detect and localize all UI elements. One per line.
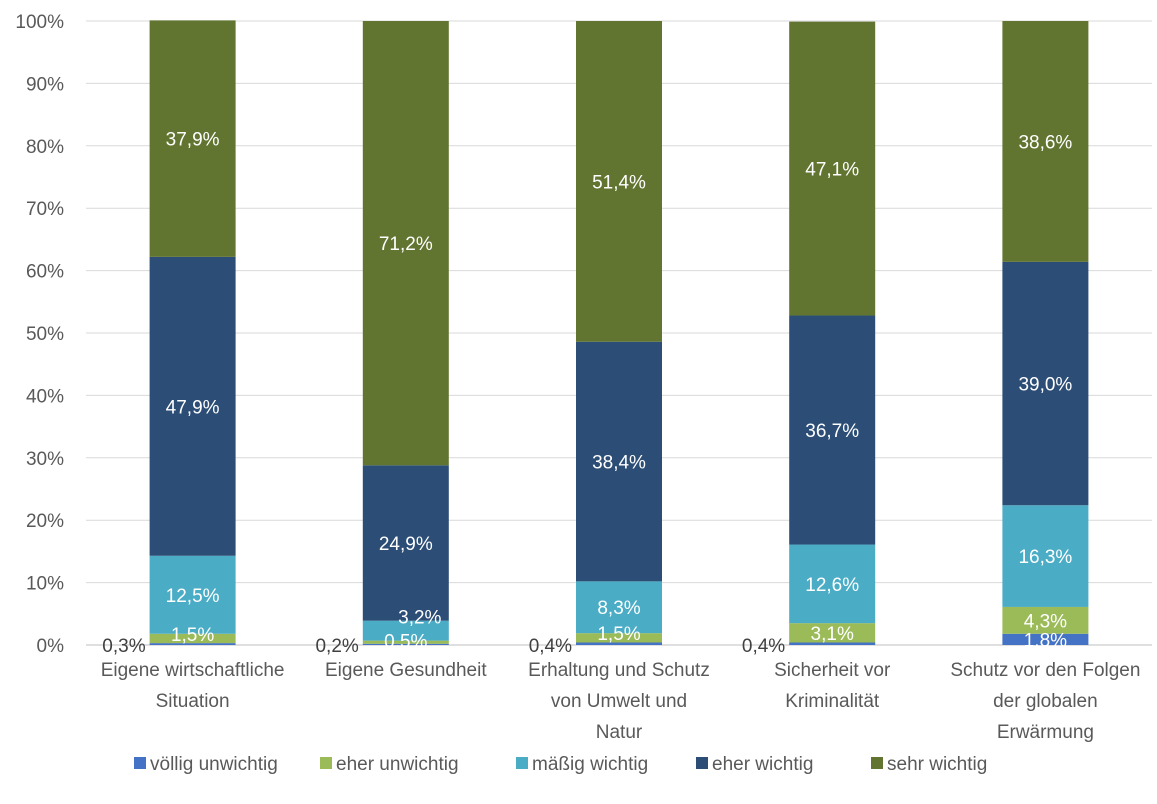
x-category-label-line: Situation [156, 691, 230, 712]
y-tick-label: 60% [26, 262, 64, 283]
data-label: 51,4% [592, 172, 646, 193]
legend-swatch [871, 757, 883, 769]
data-label: 3,2% [398, 608, 441, 629]
y-tick-label: 0% [37, 636, 65, 657]
y-tick-label: 70% [26, 199, 64, 220]
y-tick-label: 30% [26, 449, 64, 470]
data-label: 3,1% [811, 624, 854, 645]
legend-swatch [696, 757, 708, 769]
data-label: 0,3% [102, 636, 145, 657]
data-label: 36,7% [805, 421, 859, 442]
bar-segment [789, 315, 876, 545]
x-category-label-line: Kriminalität [785, 691, 880, 712]
x-category-label: Eigene wirtschaftliche Situation [101, 660, 285, 712]
x-category-label-line: Sicherheit vor [774, 660, 891, 681]
bar-segment [576, 581, 662, 634]
bars [149, 20, 1089, 645]
x-category-label-line: Eigene wirtschaftliche [101, 660, 285, 681]
data-label: 47,9% [166, 397, 220, 418]
bar-segment [576, 21, 662, 342]
x-category-label-line: von Umwelt und [551, 691, 687, 712]
y-tick-label: 20% [26, 511, 64, 532]
bar-segment [149, 555, 236, 634]
data-label: 47,1% [805, 160, 859, 181]
x-category-label-line: Erwärmung [997, 722, 1094, 743]
data-label: 12,6% [805, 575, 859, 596]
bar-segment [576, 633, 662, 643]
bar-segment [362, 643, 449, 645]
data-label: 71,2% [379, 234, 433, 255]
x-category-label: Sicherheit vor Kriminalität [774, 660, 891, 712]
bar-segment [362, 465, 449, 621]
bar-segment [576, 341, 662, 582]
bar-segment [149, 643, 236, 645]
data-label: 37,9% [166, 130, 220, 151]
bar-segment [1002, 261, 1089, 506]
data-label: 1,5% [171, 625, 214, 646]
y-tick-label: 90% [26, 74, 64, 95]
legend-label: völlig unwichtig [150, 754, 278, 775]
x-category-label: Eigene Gesundheit [325, 660, 487, 681]
legend-label: sehr wichtig [887, 754, 987, 775]
legend-swatch [134, 757, 146, 769]
bar-segment [1002, 21, 1089, 262]
bar-segment [149, 256, 236, 556]
x-category-label-line: der globalen [993, 691, 1098, 712]
data-label: 4,3% [1024, 611, 1067, 632]
x-category-label: Schutz vor den Folgen der globalen Erwärmu… [950, 660, 1140, 743]
x-category-label-line: Schutz vor den Folgen [950, 660, 1140, 681]
data-label: 38,4% [592, 453, 646, 474]
y-tick-label: 40% [26, 386, 64, 407]
x-category-label-line: Erhaltung und Schutz [528, 660, 710, 681]
legend-label: mäßig wichtig [532, 754, 648, 775]
data-label: 0,4% [742, 636, 785, 657]
data-label: 38,6% [1018, 132, 1072, 153]
legend-swatch [320, 757, 332, 769]
data-label: 0,4% [529, 636, 572, 657]
bar-segment [1002, 633, 1089, 645]
y-tick-label: 50% [26, 324, 64, 345]
data-label: 16,3% [1018, 547, 1072, 568]
bar-segment [362, 620, 449, 641]
data-label: 1,5% [597, 624, 640, 645]
bar-segment [576, 642, 662, 645]
bar-segment [362, 640, 449, 644]
x-category-label-line: Eigene Gesundheit [325, 660, 487, 681]
bar-segment [1002, 505, 1089, 607]
bar-segment [789, 21, 876, 316]
data-label: 8,3% [597, 598, 640, 619]
data-label: 0,2% [315, 636, 358, 657]
bar-segment [149, 20, 236, 257]
y-tick-label: 80% [26, 137, 64, 158]
y-axis: 0% 10% 20% 30% 40% 50% 60% 70% 80% 90% 100% [15, 12, 64, 657]
bar-segment [149, 633, 236, 644]
y-tick-label: 100% [15, 12, 64, 33]
bar-segment [1002, 606, 1089, 634]
legend-label: eher wichtig [712, 754, 813, 775]
bar-segment [362, 21, 449, 466]
legend-label: eher unwichtig [336, 754, 459, 775]
bar-segment [789, 623, 876, 643]
data-label: 39,0% [1018, 375, 1072, 396]
x-category-label: Erhaltung und Schutz von Umwelt und Natur [528, 660, 710, 743]
data-labels: 0,3% 0,2% 0,4% 0,4% 1,8% 1,5% 0,5% 1,5% 3,1% 4,3%… [102, 130, 1072, 657]
data-label: 0,5% [384, 632, 427, 653]
legend-swatch [516, 757, 528, 769]
data-label: 1,8% [1024, 630, 1067, 651]
x-axis: Eigene wirtschaftliche Situation Eigene Ge… [101, 660, 1141, 743]
legend: völlig unwichtig eher unwichtig mäßig wich… [134, 754, 987, 775]
bar-segment [789, 544, 876, 624]
y-tick-label: 10% [26, 574, 64, 595]
x-category-label-line: Natur [596, 722, 643, 743]
data-label: 12,5% [166, 586, 220, 607]
bar-segment [789, 642, 876, 645]
data-label: 24,9% [379, 534, 433, 555]
